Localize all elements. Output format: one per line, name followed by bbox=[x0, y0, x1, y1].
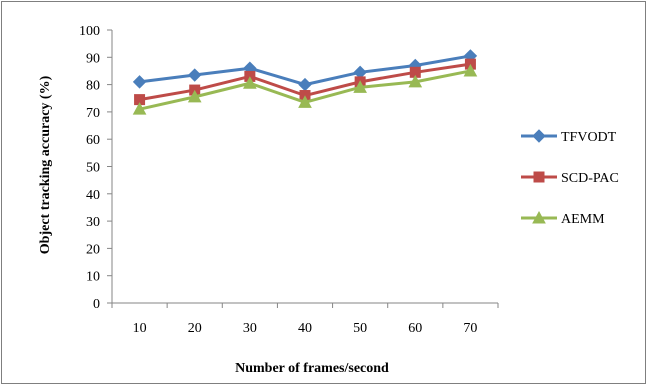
legend-label: SCD-PAC bbox=[561, 171, 619, 186]
data-point bbox=[298, 77, 312, 92]
data-point bbox=[243, 76, 257, 89]
x-tick-label: 10 bbox=[133, 321, 147, 336]
y-tick-label: 60 bbox=[86, 133, 100, 148]
legend-marker bbox=[532, 129, 546, 143]
y-tick-label: 90 bbox=[86, 51, 100, 66]
legend: TFVODT SCD-PAC AEMM bbox=[521, 129, 619, 227]
y-tick-label: 70 bbox=[86, 106, 100, 121]
legend-item: SCD-PAC bbox=[521, 171, 619, 186]
y-tick-label: 50 bbox=[86, 161, 100, 176]
legend-marker bbox=[532, 210, 546, 224]
legend-marker bbox=[533, 171, 545, 183]
data-point bbox=[132, 75, 147, 89]
series-layer bbox=[132, 49, 478, 115]
y-axis-title: Object tracking accuracy (%) bbox=[38, 75, 53, 254]
x-tick-label: 30 bbox=[243, 321, 257, 336]
data-point bbox=[187, 89, 202, 103]
y-tick-label: 100 bbox=[79, 24, 100, 39]
series-aemm bbox=[132, 63, 478, 115]
x-tick-label: 70 bbox=[463, 321, 477, 336]
y-tick-label: 10 bbox=[86, 270, 100, 285]
y-tick-label: 40 bbox=[86, 188, 100, 203]
x-tick-label: 50 bbox=[353, 321, 367, 336]
x-tick-label: 40 bbox=[298, 321, 312, 336]
legend-item: AEMM bbox=[521, 210, 605, 227]
legend-label: AEMM bbox=[561, 212, 605, 227]
legend-label: TFVODT bbox=[561, 130, 617, 145]
data-point bbox=[188, 68, 202, 82]
data-point bbox=[408, 74, 423, 88]
data-point bbox=[463, 63, 478, 77]
axes: 0 10 20 30 40 50 60 70 80 90 100 10 20 30 40 50 60 70 bbox=[79, 24, 499, 336]
data-point bbox=[132, 102, 147, 115]
data-point bbox=[298, 95, 312, 108]
data-point bbox=[353, 80, 367, 93]
x-tick-label: 20 bbox=[188, 321, 202, 336]
y-tick-label: 0 bbox=[93, 297, 100, 312]
legend-item: TFVODT bbox=[521, 129, 617, 145]
y-tick-label: 30 bbox=[86, 215, 100, 230]
x-axis-title: Number of frames/second bbox=[235, 361, 389, 376]
y-tick-label: 80 bbox=[86, 79, 100, 94]
x-tick-label: 60 bbox=[408, 321, 422, 336]
y-tick-label: 20 bbox=[86, 242, 100, 257]
